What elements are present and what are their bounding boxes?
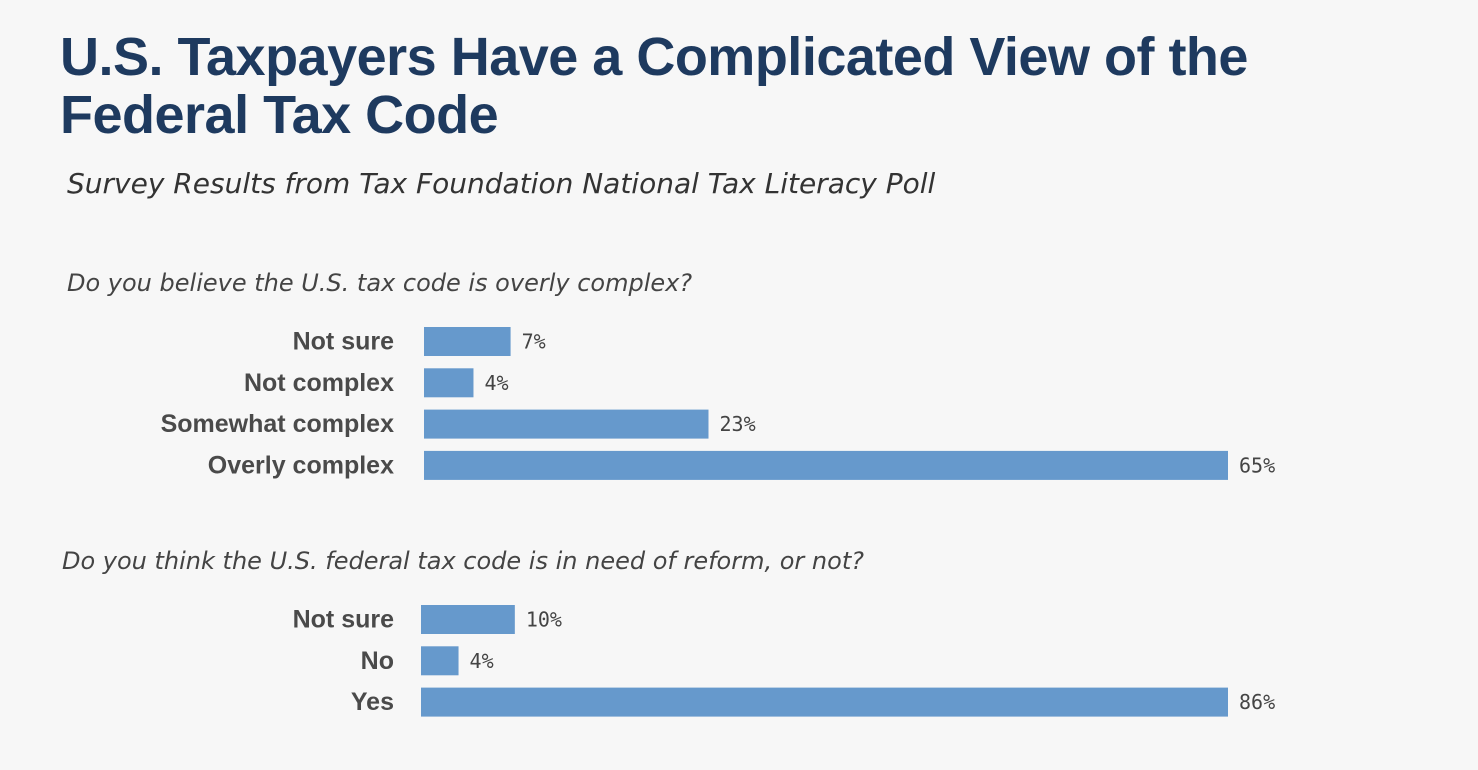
complexity-bar-overly-complex bbox=[424, 450, 1228, 480]
reform-category-label-no: No bbox=[361, 647, 394, 675]
complexity-category-label-overly-complex: Overly complex bbox=[208, 451, 394, 479]
complexity-bar-chart: Not sure 7% Not complex 4% Somewhat complex 2… bbox=[0, 327, 1478, 485]
question-complexity: Do you believe the U.S. tax code is over… bbox=[67, 269, 693, 297]
complexity-category-label-somewhat-complex: Somewhat complex bbox=[161, 410, 394, 438]
complexity-bar-chart-svg: Not sure 7% Not complex 4% Somewhat complex 2… bbox=[161, 327, 1275, 480]
complexity-value-label-somewhat-complex: 23% bbox=[719, 412, 755, 436]
complexity-value-label-not-complex: 4% bbox=[484, 371, 508, 395]
reform-value-label-not-sure: 10% bbox=[526, 608, 562, 632]
question-reform: Do you think the U.S. federal tax code i… bbox=[62, 547, 864, 575]
complexity-bar-somewhat-complex bbox=[424, 409, 709, 439]
complexity-value-label-overly-complex: 65% bbox=[1239, 453, 1275, 477]
reform-value-label-yes: 86% bbox=[1239, 690, 1275, 714]
complexity-category-label-not-complex: Not complex bbox=[244, 369, 394, 397]
reform-value-label-no: 4% bbox=[470, 649, 494, 673]
complexity-value-label-not-sure: 7% bbox=[522, 330, 546, 354]
reform-category-label-not-sure: Not sure bbox=[293, 606, 395, 634]
reform-bar-chart: Not sure 10% No 4% Yes 86% bbox=[0, 605, 1478, 721]
complexity-category-label-not-sure: Not sure bbox=[293, 328, 395, 356]
chart-title: U.S. Taxpayers Have a Complicated View o… bbox=[60, 27, 1248, 145]
complexity-bar-not-sure bbox=[424, 327, 511, 356]
complexity-bar-not-complex bbox=[424, 368, 474, 398]
reform-bar-yes bbox=[421, 687, 1228, 717]
reform-category-label-yes: Yes bbox=[351, 688, 394, 716]
reform-bar-no bbox=[421, 646, 459, 676]
chart-subtitle: Survey Results from Tax Foundation Natio… bbox=[67, 167, 936, 200]
reform-bar-not-sure bbox=[421, 605, 515, 634]
reform-bar-chart-svg: Not sure 10% No 4% Yes 86% bbox=[293, 605, 1275, 717]
